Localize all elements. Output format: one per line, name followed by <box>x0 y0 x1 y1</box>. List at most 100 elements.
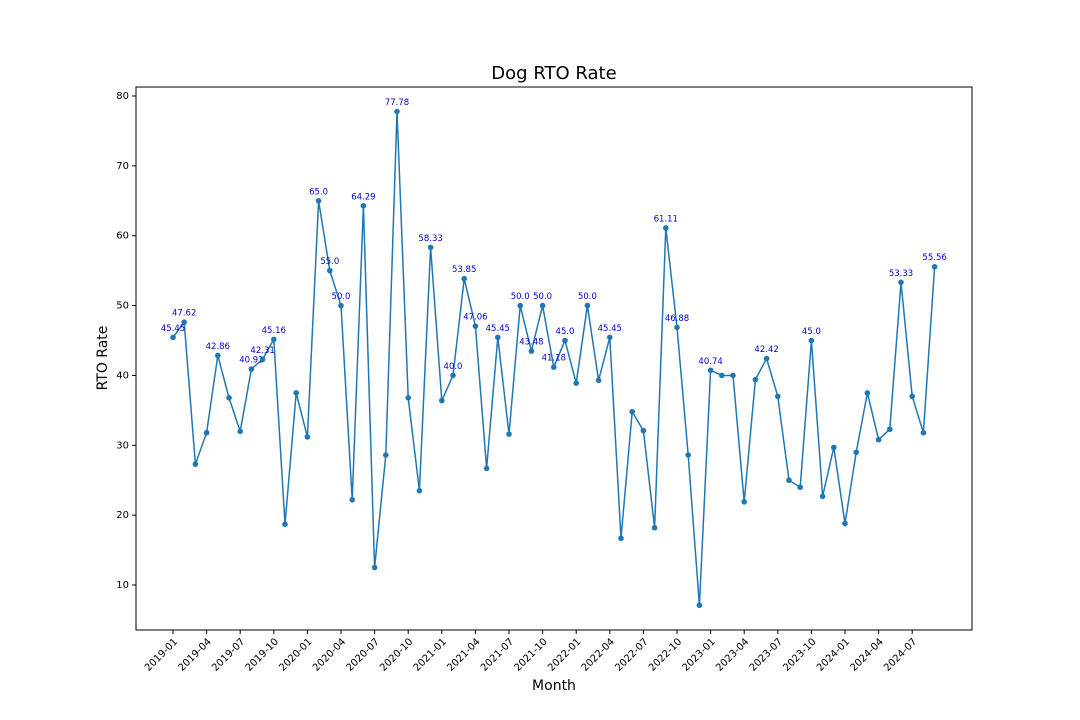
data-point <box>506 431 512 437</box>
data-label: 43.48 <box>519 338 543 348</box>
data-label: 45.0 <box>556 327 575 337</box>
data-point <box>719 372 725 379</box>
data-point <box>461 275 468 282</box>
data-point <box>416 487 423 494</box>
x-tick-label: 2022-07 <box>613 636 650 673</box>
x-tick-label: 2019-01 <box>143 636 180 673</box>
data-point <box>248 366 255 372</box>
chart-title: Dog RTO Rate <box>491 63 616 84</box>
data-point <box>551 364 557 370</box>
data-point <box>360 202 367 209</box>
data-point <box>618 535 624 542</box>
data-label: 55.0 <box>320 257 339 267</box>
data-label: 40.74 <box>698 357 722 367</box>
data-point <box>808 337 815 344</box>
data-point <box>517 302 523 309</box>
data-point <box>349 496 356 503</box>
data-point <box>215 352 221 359</box>
data-point <box>271 336 277 343</box>
data-label: 65.0 <box>309 187 328 197</box>
x-tick-label: 2024-04 <box>849 636 886 673</box>
data-label: 64.29 <box>351 192 375 202</box>
y-tick-label: 20 <box>116 510 129 521</box>
data-label: 47.62 <box>172 309 196 319</box>
data-label: 45.45 <box>486 324 510 334</box>
data-point <box>405 394 412 401</box>
x-tick-label: 2023-10 <box>781 636 818 673</box>
data-label: 46.88 <box>665 314 689 324</box>
data-point <box>237 428 243 435</box>
x-tick-label: 2022-04 <box>580 636 617 673</box>
data-label: 41.18 <box>542 354 566 364</box>
data-point <box>371 564 378 571</box>
data-point <box>663 225 669 231</box>
x-tick-label: 2021-04 <box>445 636 482 673</box>
x-tick-label: 2023-07 <box>748 636 785 673</box>
data-point <box>394 108 400 115</box>
data-point <box>259 356 266 363</box>
data-point <box>315 197 322 204</box>
data-point <box>327 267 333 274</box>
y-tick-label: 70 <box>116 161 129 172</box>
x-tick-label: 2021-10 <box>513 636 550 673</box>
data-point <box>853 449 859 456</box>
x-tick-label: 2020-07 <box>345 636 382 673</box>
data-label: 50.0 <box>533 292 552 302</box>
data-point <box>864 390 871 396</box>
data-point <box>831 444 837 451</box>
data-point <box>898 279 904 286</box>
data-label: 40.91 <box>239 356 263 366</box>
x-tick-label: 2024-07 <box>882 636 919 673</box>
x-tick-label: 2024-01 <box>815 636 852 673</box>
data-point <box>573 380 579 386</box>
x-tick-label: 2020-01 <box>277 636 314 673</box>
x-tick-label: 2020-04 <box>311 636 348 673</box>
data-point <box>595 377 602 384</box>
data-label: 61.11 <box>654 214 678 224</box>
x-tick-label: 2022-01 <box>546 636 583 673</box>
data-point <box>875 436 882 443</box>
x-tick-label: 2021-07 <box>479 636 516 673</box>
data-label: 42.31 <box>250 346 274 356</box>
data-point <box>763 355 770 362</box>
data-point <box>797 484 803 491</box>
data-point <box>427 244 434 251</box>
data-point <box>192 461 199 467</box>
data-label: 50.0 <box>332 292 351 302</box>
data-point <box>887 426 893 433</box>
data-point <box>607 334 613 341</box>
data-label: 42.42 <box>754 345 778 355</box>
data-point <box>741 499 747 505</box>
data-label: 45.45 <box>161 324 185 334</box>
data-point <box>293 390 300 396</box>
data-point <box>685 452 691 458</box>
y-tick-label: 80 <box>116 91 129 102</box>
data-point <box>562 337 568 344</box>
data-point <box>304 434 311 440</box>
data-point <box>707 367 714 374</box>
x-tick-label: 2019-04 <box>177 636 214 673</box>
data-point <box>629 408 635 415</box>
y-tick-label: 10 <box>116 580 129 591</box>
data-point <box>651 524 658 531</box>
data-point <box>483 465 490 472</box>
data-point <box>674 324 680 331</box>
data-point <box>181 319 187 326</box>
data-point <box>203 429 210 436</box>
data-point <box>730 372 736 379</box>
y-tick-label: 40 <box>116 370 129 381</box>
x-tick-label: 2021-01 <box>412 636 449 673</box>
x-tick-label: 2023-04 <box>714 636 751 673</box>
data-label: 77.78 <box>385 98 409 108</box>
data-point <box>819 493 826 500</box>
data-point <box>775 393 781 400</box>
data-label: 50.0 <box>578 292 597 302</box>
data-point <box>920 429 927 436</box>
data-label: 55.56 <box>922 253 946 263</box>
data-point <box>282 521 288 528</box>
x-tick-label: 2020-10 <box>378 636 415 673</box>
y-axis-label: RTO Rate <box>95 326 111 391</box>
data-point <box>640 427 647 434</box>
data-point <box>786 477 792 484</box>
plot-frame <box>135 86 973 631</box>
